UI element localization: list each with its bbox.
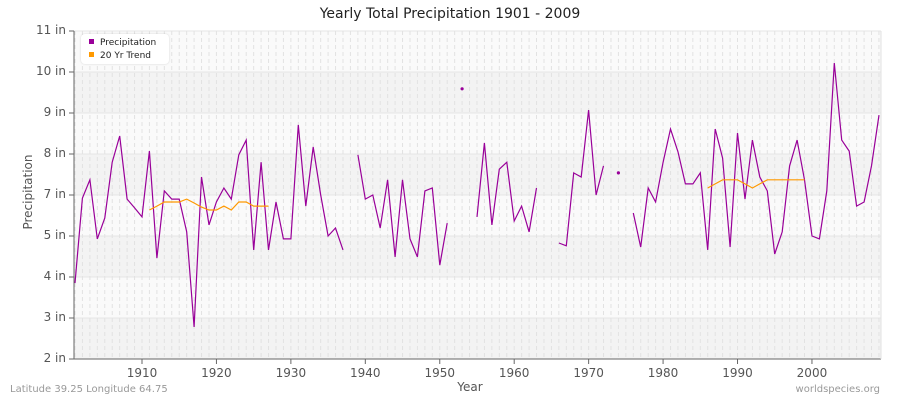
x-tick-label: 1970: [573, 366, 604, 380]
precipitation-line: [632, 62, 880, 255]
x-tick-label: 1930: [275, 366, 307, 380]
location-caption: Latitude 39.25 Longitude 64.75: [10, 384, 168, 395]
y-tick-label: 4 in: [43, 269, 66, 283]
precipitation-line: [357, 154, 448, 266]
source-caption: worldspecies.org: [795, 384, 880, 395]
y-tick-label: 8 in: [43, 146, 66, 160]
precipitation-line: [558, 110, 605, 247]
legend-label: Precipitation: [100, 38, 157, 48]
precipitation-swatch-icon: [89, 39, 94, 44]
legend-item-precipitation: Precipitation: [89, 37, 156, 49]
x-tick-label: 1910: [126, 366, 158, 380]
y-tick-label: 9 in: [43, 105, 66, 119]
trend-line: [149, 198, 269, 211]
x-axis-title: Year: [457, 380, 483, 394]
x-tick-label: 1940: [350, 366, 381, 380]
precipitation-point: [460, 87, 464, 91]
y-tick-label: 3 in: [43, 310, 66, 324]
y-tick-label: 10 in: [35, 64, 66, 78]
precipitation-line: [74, 124, 344, 328]
chart-title: Yearly Total Precipitation 1901 - 2009: [319, 6, 581, 22]
trend-swatch-icon: [89, 52, 94, 57]
y-tick-label: 7 in: [43, 187, 66, 201]
y-tick-label: 2 in: [43, 351, 66, 365]
trend-line: [707, 179, 805, 189]
precipitation-line: [476, 142, 538, 233]
x-tick-label: 1950: [424, 366, 456, 380]
x-tick-label: 1990: [722, 366, 753, 380]
x-tick-label: 1960: [498, 366, 530, 380]
y-axis-title: Precipitation: [21, 154, 35, 230]
precipitation-point: [616, 171, 621, 175]
legend-label: 20 Yr Trend: [100, 51, 152, 61]
x-tick-label: 2000: [796, 366, 828, 380]
y-tick-label: 5 in: [43, 228, 66, 242]
x-tick-label: 1980: [647, 366, 679, 380]
legend: Precipitation 20 Yr Trend: [81, 34, 169, 64]
y-tick-label: 11 in: [35, 23, 66, 37]
legend-item-trend: 20 Yr Trend: [89, 50, 151, 62]
x-tick-label: 1920: [201, 366, 232, 380]
